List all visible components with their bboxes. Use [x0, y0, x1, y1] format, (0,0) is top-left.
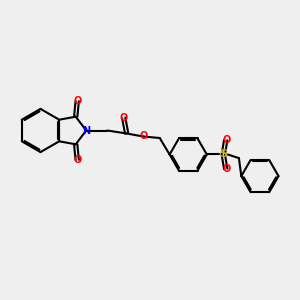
Text: N: N	[82, 125, 90, 136]
Text: S: S	[219, 149, 227, 160]
Text: O: O	[222, 164, 230, 174]
Text: O: O	[120, 113, 128, 123]
Text: O: O	[73, 155, 81, 165]
Text: O: O	[140, 131, 148, 142]
Text: O: O	[73, 96, 81, 106]
Text: O: O	[222, 135, 230, 145]
